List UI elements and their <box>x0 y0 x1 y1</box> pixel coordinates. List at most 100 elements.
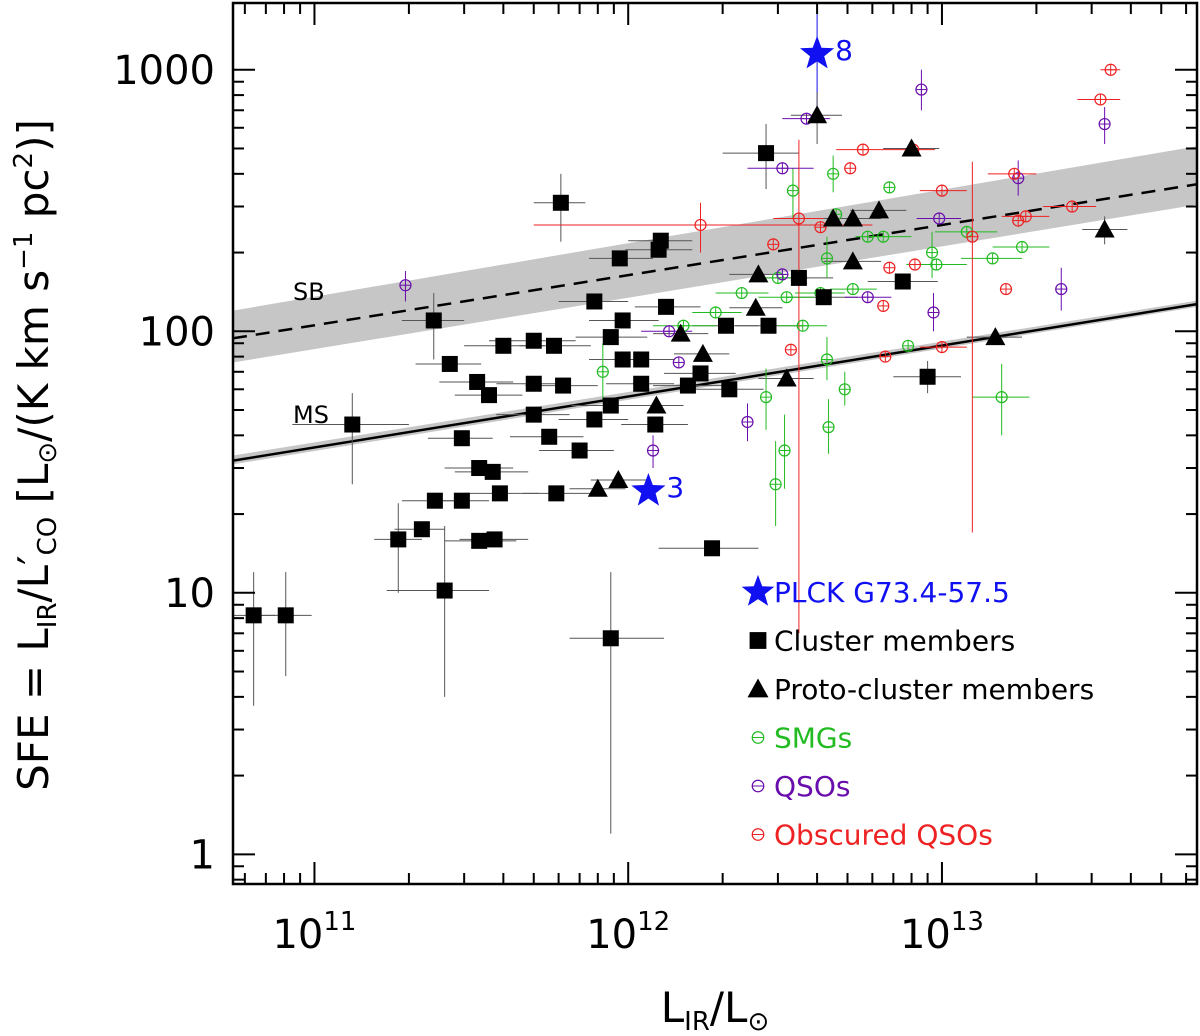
cluster-members-point-35 <box>614 351 631 368</box>
plck-g73-4-57-5-point-0 <box>800 35 835 69</box>
legend-label-smgs: SMGs <box>774 722 852 755</box>
legend-label-cluster-members: Cluster members <box>774 625 1015 658</box>
legend-marker-obscured-qsos <box>751 828 765 841</box>
cluster-members-point-9 <box>453 430 470 447</box>
plot-border <box>231 1 1199 886</box>
proto-cluster-members-point-15 <box>1094 219 1115 238</box>
proto-cluster-members-point-3 <box>670 323 691 342</box>
cluster-members-point-40 <box>652 232 669 249</box>
proto-cluster-members-point-7 <box>776 368 797 387</box>
cluster-members-point-19 <box>525 332 542 349</box>
cluster-members-point-20 <box>525 375 542 392</box>
cluster-members-point-1 <box>277 607 294 624</box>
proto-cluster-members-point-0 <box>587 478 608 497</box>
plck-g73-4-57-5-point-1 <box>631 473 666 506</box>
cluster-members-point-29 <box>586 411 603 428</box>
cluster-members-point-25 <box>552 194 569 211</box>
cluster-members-point-0 <box>245 607 262 624</box>
legend-label-obscured-qsos: Obscured QSOs <box>774 819 993 852</box>
cluster-members-point-2 <box>344 416 361 433</box>
cluster-members-point-33 <box>611 250 628 267</box>
legend: PLCK G73.4-57.5 Cluster members Proto-clus… <box>741 574 1094 852</box>
proto-cluster-members-point-4 <box>692 343 713 362</box>
proto-cluster-members-point-6 <box>748 264 769 283</box>
cluster-members-point-41 <box>658 298 675 315</box>
proto-cluster-members-point-2 <box>646 395 667 414</box>
lines-layer <box>233 182 1197 462</box>
cluster-members-point-42 <box>679 377 696 394</box>
proto-cluster-members-point-11 <box>842 251 863 270</box>
cluster-members-point-16 <box>486 531 503 548</box>
plot-frame <box>231 1 1199 886</box>
ms-relation-line <box>233 302 1197 462</box>
cluster-members-point-48 <box>760 317 777 334</box>
sb-label: SB <box>293 278 325 306</box>
ms-label: MS <box>293 401 329 429</box>
cluster-members-point-31 <box>602 397 619 414</box>
proto-cluster-members-point-14 <box>985 327 1006 346</box>
cluster-members-point-43 <box>692 365 709 382</box>
cluster-members-point-37 <box>633 375 650 392</box>
x-tick-label-13: 1013 <box>900 907 984 958</box>
cluster-members-point-14 <box>480 387 497 404</box>
cluster-members-point-38 <box>647 416 664 433</box>
cluster-members-point-51 <box>894 273 911 290</box>
cluster-members-point-7 <box>436 582 453 599</box>
cluster-members-point-6 <box>426 492 443 509</box>
y-tick-label-1000: 1000 <box>113 48 215 94</box>
y-tick-label-1: 1 <box>190 832 215 878</box>
legend-label-plck-g73-4-57-5: PLCK G73.4-57.5 <box>774 576 1010 609</box>
bands-layer <box>233 146 1197 465</box>
cluster-members-point-45 <box>718 317 735 334</box>
errorbars-layer <box>233 9 1128 834</box>
proto-cluster-members-point-10 <box>842 208 863 227</box>
cluster-members-point-5 <box>425 312 442 329</box>
cluster-members-point-3 <box>390 531 407 548</box>
plck-g73-4-57-5-point-label-0: 8 <box>835 34 853 67</box>
legend-marker-smgs <box>751 731 765 744</box>
sb-band <box>233 146 1197 363</box>
cluster-members-point-47 <box>758 145 775 162</box>
cluster-members-point-23 <box>545 337 562 354</box>
x-axis-title: LIR/L⊙ <box>661 983 770 1036</box>
cluster-members-point-10 <box>453 492 470 509</box>
legend-label-proto-cluster-members: Proto-cluster members <box>774 673 1094 706</box>
cluster-members-point-11 <box>469 373 486 390</box>
cluster-members-point-13 <box>471 532 488 549</box>
legend-marker-plck-g73-4-57-5 <box>741 574 775 606</box>
cluster-members-point-52 <box>919 368 936 385</box>
cluster-members-point-26 <box>555 377 572 394</box>
cluster-members-point-50 <box>815 289 832 306</box>
proto-cluster-members-point-13 <box>901 138 922 157</box>
proto-cluster-members-point-8 <box>807 105 828 124</box>
cluster-members-point-22 <box>541 428 558 445</box>
cluster-members-point-8 <box>441 355 458 372</box>
cluster-members-point-36 <box>633 351 650 368</box>
ticks-layer <box>233 3 1197 884</box>
cluster-members-point-17 <box>491 485 508 502</box>
x-tick-label-11: 1011 <box>272 907 356 958</box>
cluster-members-point-32 <box>602 630 619 647</box>
legend-marker-cluster-members <box>749 632 767 649</box>
cluster-members-point-18 <box>495 337 512 354</box>
cluster-members-point-15 <box>484 463 501 480</box>
proto-cluster-members-point-1 <box>608 469 629 488</box>
y-tick-label-100: 100 <box>139 309 215 355</box>
cluster-members-point-4 <box>413 521 430 538</box>
cluster-members-point-49 <box>790 269 807 286</box>
y-tick-label-10: 10 <box>164 571 215 617</box>
y-axis-title-group: SFE = LIR/L′CO [L⊙/(K km s−1 pc2)] <box>9 119 63 791</box>
cluster-members-point-28 <box>586 293 603 310</box>
cluster-members-point-44 <box>704 540 721 557</box>
cluster-members-point-21 <box>525 406 542 423</box>
sb-relation-line <box>233 182 1197 340</box>
legend-marker-qsos <box>751 779 765 793</box>
labels-layer: SB MS 8 3 1011 1012 1013 1 10 100 1000 LIR/L⊙ SFE = … <box>9 34 984 1036</box>
cluster-members-point-12 <box>471 460 488 477</box>
proto-cluster-members-point-12 <box>868 200 889 219</box>
legend-marker-proto-cluster-members <box>747 678 769 698</box>
cluster-members-point-24 <box>548 485 565 502</box>
proto-cluster-members-point-5 <box>745 297 766 316</box>
legend-label-qsos: QSOs <box>774 770 850 803</box>
